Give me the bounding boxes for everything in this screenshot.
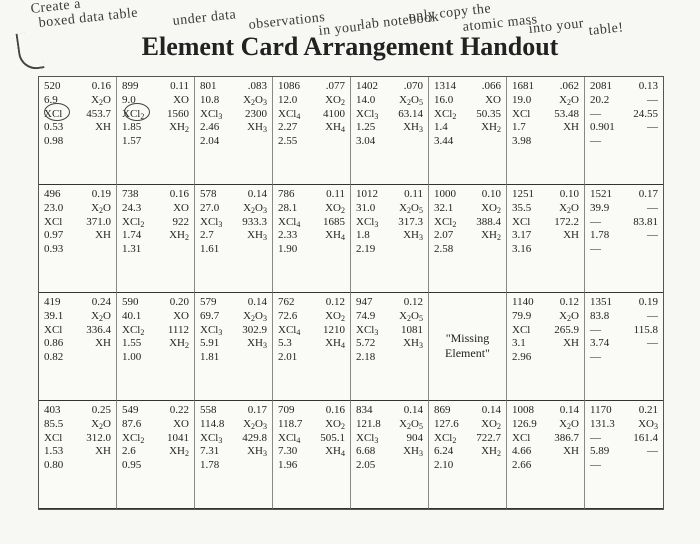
element-card: 13510.1983.8——115.83.74—— (585, 293, 663, 401)
element-card: 8690.14127.6XO2XCl2722.76.24XH22.10 (429, 401, 507, 509)
element-card: 4960.1923.0X2OXCl371.00.97XH0.93 (39, 185, 117, 293)
element-card: 5490.2287.6XOXCl210412.6XH20.95 (117, 401, 195, 509)
element-card: 11700.21131.3XO3—161.45.89—— (585, 401, 663, 509)
element-card: 1086.07712.0XO2XCl441002.27XH42.55 (273, 77, 351, 185)
element-card: 7090.16118.7XO2XCl4505.17.30XH41.96 (273, 401, 351, 509)
element-card: 7860.1128.1XO2XCl416852.33XH41.90 (273, 185, 351, 293)
element-card: 7620.1272.6XO2XCl412105.3XH42.01 (273, 293, 351, 401)
element-card: 8990.119.0XOXCl215601.85XH21.57 (117, 77, 195, 185)
element-card: 1402.07014.0X2O5XCl363.141.25XH33.04 (351, 77, 429, 185)
handwritten-circle (124, 103, 150, 121)
element-card: 4030.2585.5X2OXCl312.01.53XH0.80 (39, 401, 117, 509)
element-card: 15210.1739.9——83.811.78—— (585, 185, 663, 293)
element-card: 11400.1279.9X2OXCl265.93.1XH2.96 (507, 293, 585, 401)
handwritten-annotation: observations (248, 10, 326, 34)
element-card: 4190.2439.1X2OXCl336.40.86XH0.82 (39, 293, 117, 401)
element-card: 9470.1274.9X2O5XCl310815.72XH32.18 (351, 293, 429, 401)
element-card: 5780.1427.0X2O3XCl3933.32.7XH31.61 (195, 185, 273, 293)
element-card: 8340.14121.8X2O5XCl39046.68XH32.05 (351, 401, 429, 509)
element-card: 801.08310.8X2O3XCl323002.46XH32.04 (195, 77, 273, 185)
element-card: 10080.14126.9X2OXCl386.74.66XH2.66 (507, 401, 585, 509)
element-card: 1681.06219.0X2OXCl53.481.7XH3.98 (507, 77, 585, 185)
element-card: 12510.1035.5X2OXCl172.23.17XH3.16 (507, 185, 585, 293)
element-card: 5900.2040.1XOXCl211121.55XH21.00 (117, 293, 195, 401)
element-card: 5580.17114.8X2O3XCl3429.87.31XH31.78 (195, 401, 273, 509)
element-card: 10000.1032.1XO2XCl2388.42.07XH22.58 (429, 185, 507, 293)
element-card: 7380.1624.3XOXCl29221.74XH21.31 (117, 185, 195, 293)
missing-element-card: "Missing Element" (429, 293, 507, 401)
element-card: 1314.06616.0XOXCl250.351.4XH23.44 (429, 77, 507, 185)
element-card: 5200.166.9X2OXCl453.70.53XH0.98 (39, 77, 117, 185)
element-card: 10120.1131.0X2O5XCl3317.31.8XH32.19 (351, 185, 429, 293)
element-card-grid: 5200.166.9X2OXCl453.70.53XH0.988990.119.… (38, 76, 664, 510)
element-card: 5790.1469.7X2O3XCl3302.95.91XH31.81 (195, 293, 273, 401)
element-card: 20810.1320.2——24.550.901—— (585, 77, 663, 185)
handwritten-circle (44, 103, 70, 121)
handwritten-annotation: under data (172, 7, 237, 30)
